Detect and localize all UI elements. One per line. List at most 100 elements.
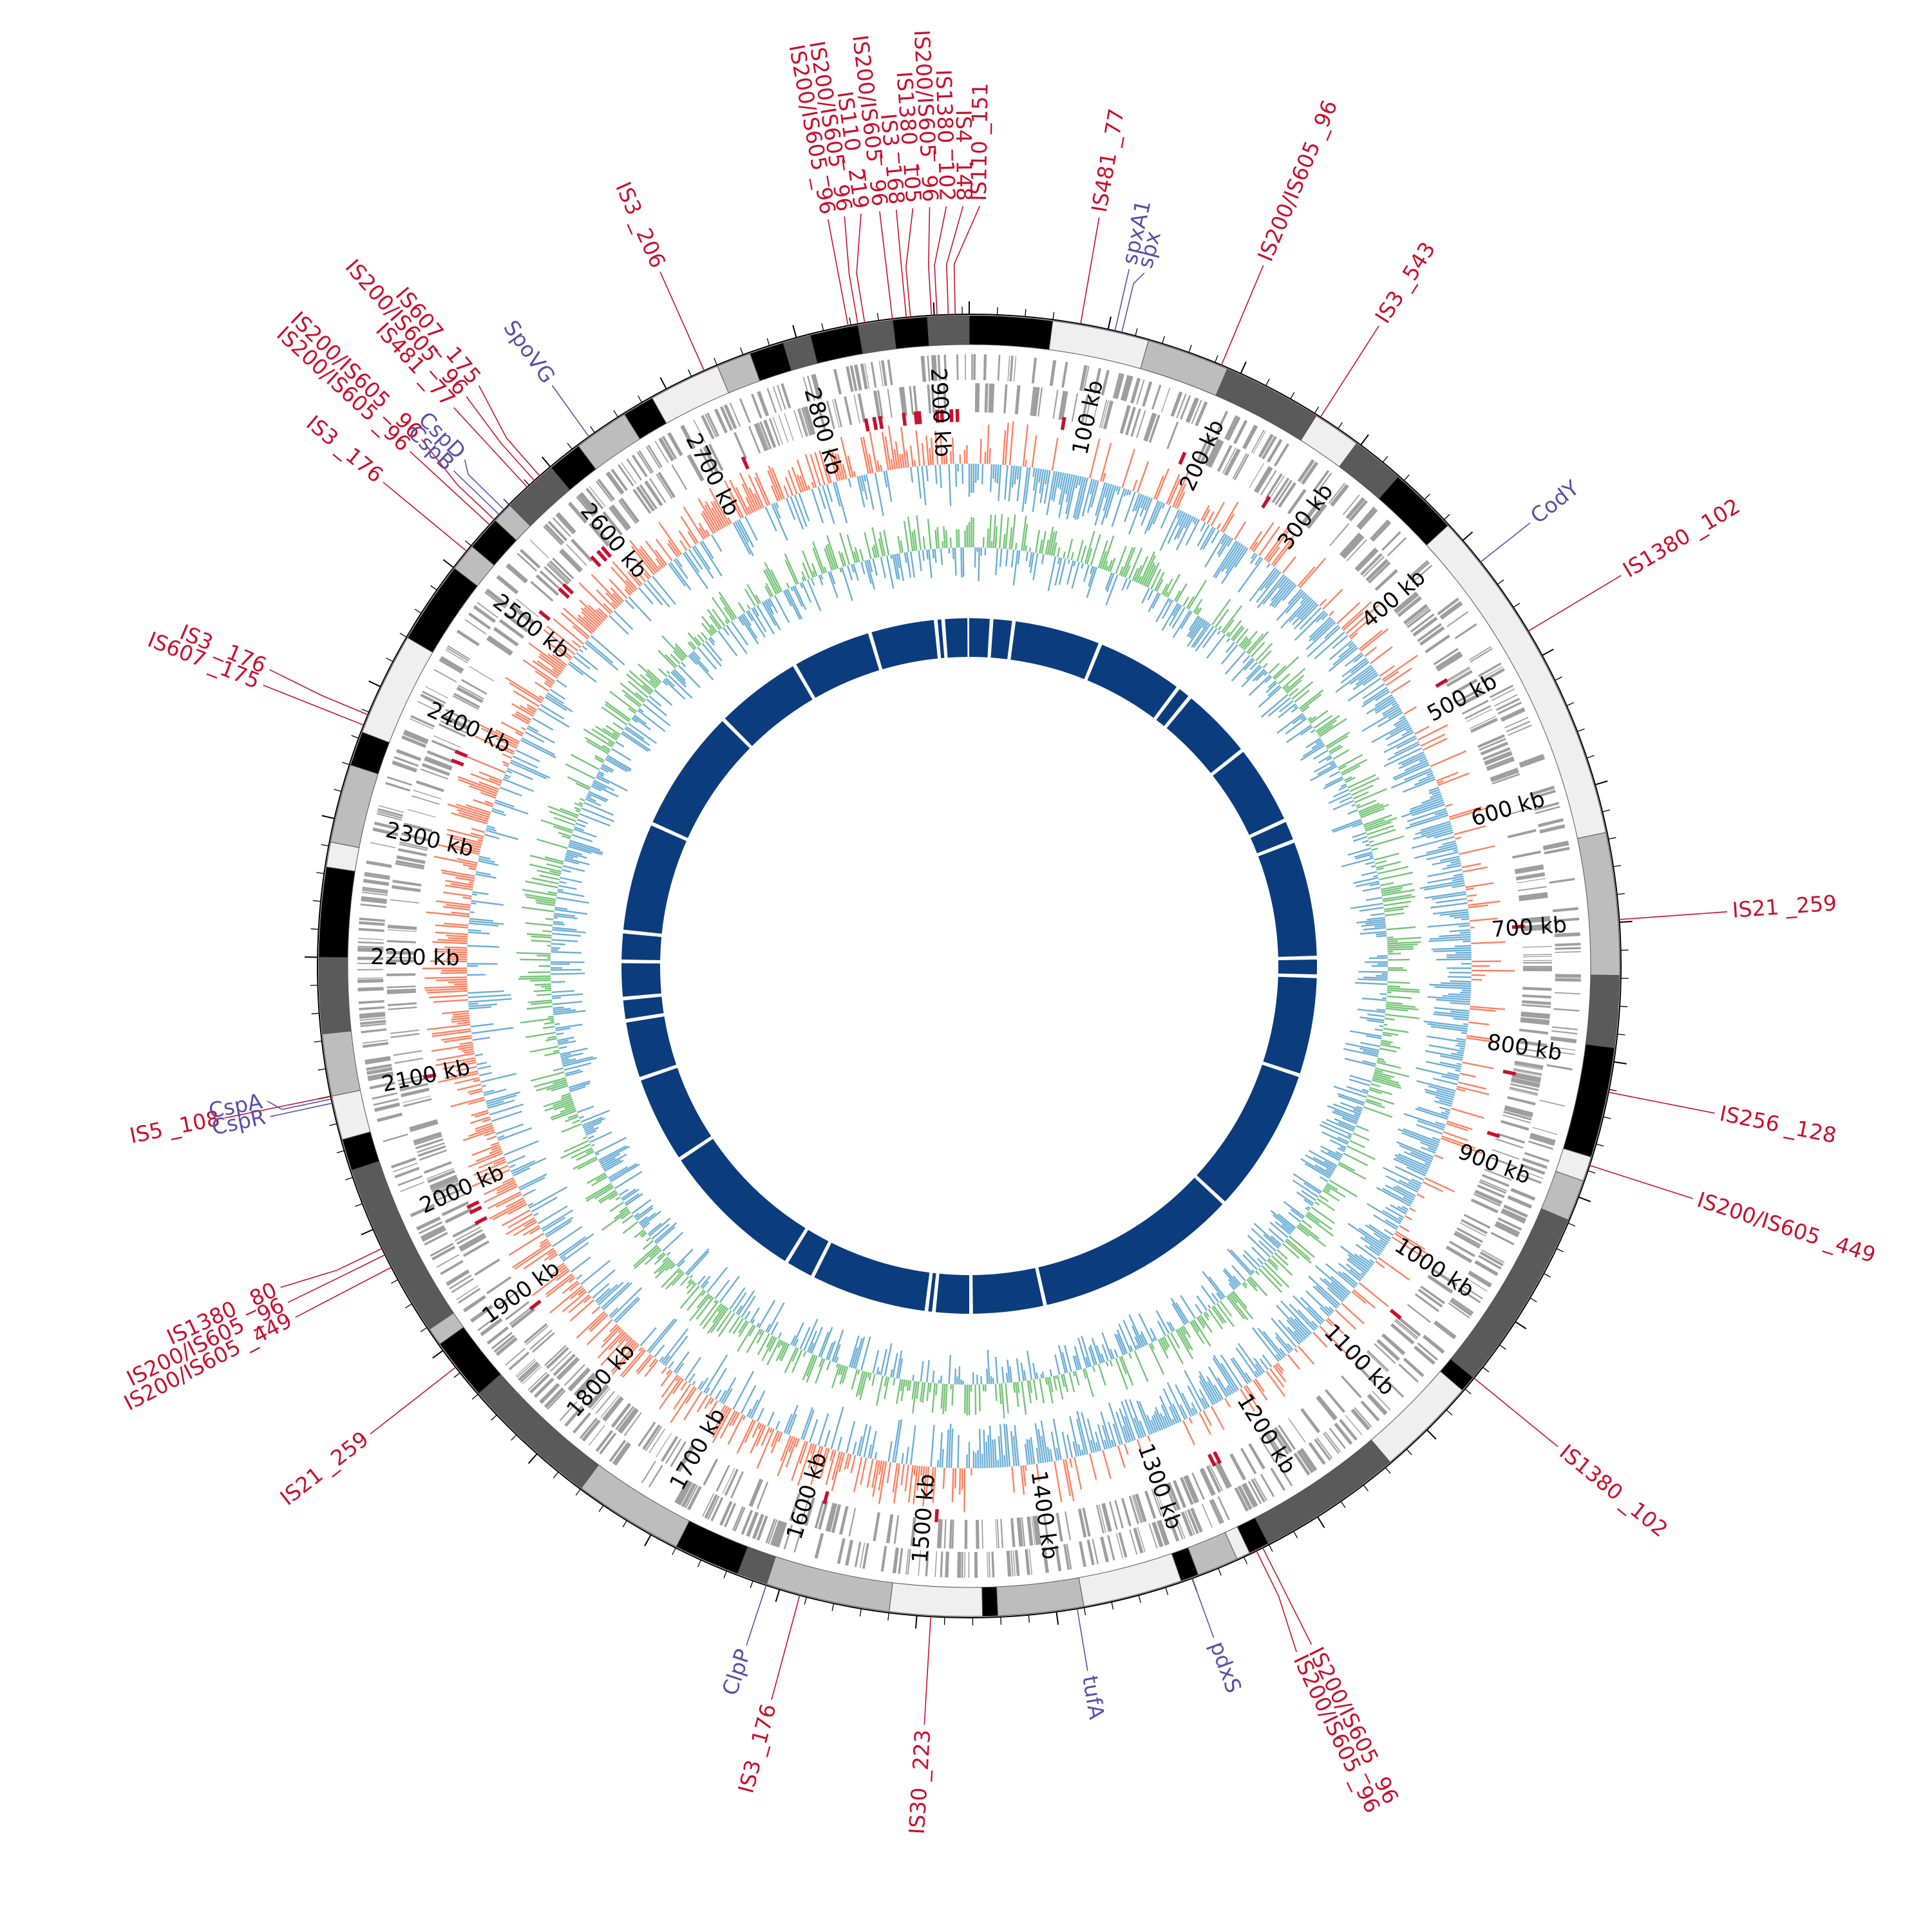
cds-block: [415, 780, 444, 793]
track-spike: [1118, 1323, 1132, 1353]
track-spike: [587, 794, 592, 798]
cds-block: [386, 776, 412, 786]
track-spike: [627, 680, 649, 699]
cds-block: [1479, 1251, 1504, 1267]
scale-tick: [314, 1040, 322, 1043]
track-spike: [447, 803, 490, 819]
track-spike: [612, 722, 624, 731]
cds-block: [1501, 1209, 1526, 1224]
track-spike: [1077, 1444, 1082, 1456]
cds-block: [1060, 391, 1068, 421]
track-spike: [1198, 1412, 1211, 1435]
cds-block: [1530, 790, 1556, 800]
cds-block: [362, 889, 388, 894]
cds-block: [1519, 753, 1544, 765]
track-spike: [1329, 762, 1336, 766]
track-spike: [486, 825, 495, 829]
track-spike: [1220, 546, 1247, 584]
track-spike: [1450, 860, 1461, 864]
track-spike: [1334, 1118, 1356, 1129]
track-spike: [1191, 1407, 1197, 1416]
cds-block: [591, 521, 612, 545]
track-spike: [449, 837, 482, 846]
track-spike: [1446, 1122, 1468, 1132]
cds-block: [645, 1426, 663, 1452]
track-spike: [1297, 566, 1316, 587]
track-spike: [565, 1115, 579, 1122]
track-spike: [963, 1468, 966, 1513]
track-spike: [687, 531, 697, 545]
track-spike: [1386, 1003, 1416, 1009]
cds-block: [759, 421, 772, 450]
track-spike: [872, 1350, 880, 1374]
track-spike: [1202, 509, 1211, 522]
cds-block: [661, 1435, 679, 1463]
track-spike: [1427, 1146, 1437, 1152]
track-spike: [1445, 803, 1453, 808]
track-spike: [1064, 1345, 1072, 1372]
track-spike: [1383, 905, 1409, 911]
track-spike: [1057, 1345, 1066, 1374]
scale-tick: [1138, 1595, 1141, 1603]
track-spike: [1208, 1276, 1226, 1298]
cds-block: [826, 400, 835, 430]
track-spike: [1152, 1337, 1156, 1342]
track-spike: [1357, 978, 1388, 981]
cds-block: [1448, 1240, 1475, 1258]
track-spike: [468, 998, 512, 1003]
track-spike: [943, 526, 946, 549]
is-element-label: IS200/IS605 _96: [1253, 97, 1342, 265]
cds-block: [1351, 1408, 1370, 1430]
track-spike: [1050, 531, 1057, 556]
track-spike: [1356, 1105, 1363, 1110]
track-spike: [1078, 476, 1082, 486]
track-spike: [1119, 1356, 1127, 1374]
track-spike: [1090, 534, 1101, 566]
track-spike: [601, 1157, 616, 1167]
cds-block: [359, 921, 385, 926]
track-spike: [900, 540, 904, 553]
cds-block: [1502, 1114, 1531, 1124]
track-spike: [838, 551, 845, 567]
track-spike: [930, 1466, 934, 1495]
cds-block: [1168, 1482, 1181, 1510]
track-spike: [591, 1175, 608, 1187]
cds-block: [1510, 1083, 1539, 1092]
cds-block: [1006, 1550, 1012, 1577]
track-spike: [587, 604, 605, 621]
track-spike: [1439, 1055, 1463, 1061]
track-spike: [1160, 506, 1172, 529]
track-spike: [1347, 1145, 1376, 1160]
track-spike: [1063, 551, 1066, 558]
track-spike: [628, 707, 636, 714]
cds-block: [1553, 1008, 1580, 1012]
cds-block: [1464, 705, 1492, 720]
track-spike: [470, 1023, 494, 1028]
track-spike: [478, 855, 491, 860]
cds-block: [504, 613, 529, 633]
track-spike: [1155, 598, 1170, 623]
track-spike: [895, 441, 901, 469]
cds-block: [1403, 603, 1428, 625]
track-spike: [1348, 618, 1371, 638]
track-spike: [485, 829, 518, 840]
track-spike: [1274, 1363, 1283, 1375]
track-spike: [820, 1327, 833, 1358]
track-spike: [1272, 665, 1287, 679]
track-spike: [1188, 615, 1200, 630]
track-spike: [1287, 1354, 1301, 1370]
track-spike: [1274, 1221, 1291, 1235]
track-spike: [1199, 1380, 1214, 1406]
cds-block: [648, 1464, 663, 1488]
cds-block: [1502, 808, 1531, 817]
inner-ring-segment: [652, 721, 750, 838]
track-spike: [570, 1256, 591, 1273]
cds-block: [1273, 1426, 1293, 1453]
cds-block: [976, 1519, 980, 1549]
scale-tick: [336, 1150, 345, 1153]
cds-block: [1420, 1285, 1446, 1305]
cds-block: [1395, 1318, 1419, 1339]
track-spike: [948, 1423, 952, 1468]
track-spike: [1027, 1350, 1033, 1380]
cds-block: [833, 368, 842, 395]
